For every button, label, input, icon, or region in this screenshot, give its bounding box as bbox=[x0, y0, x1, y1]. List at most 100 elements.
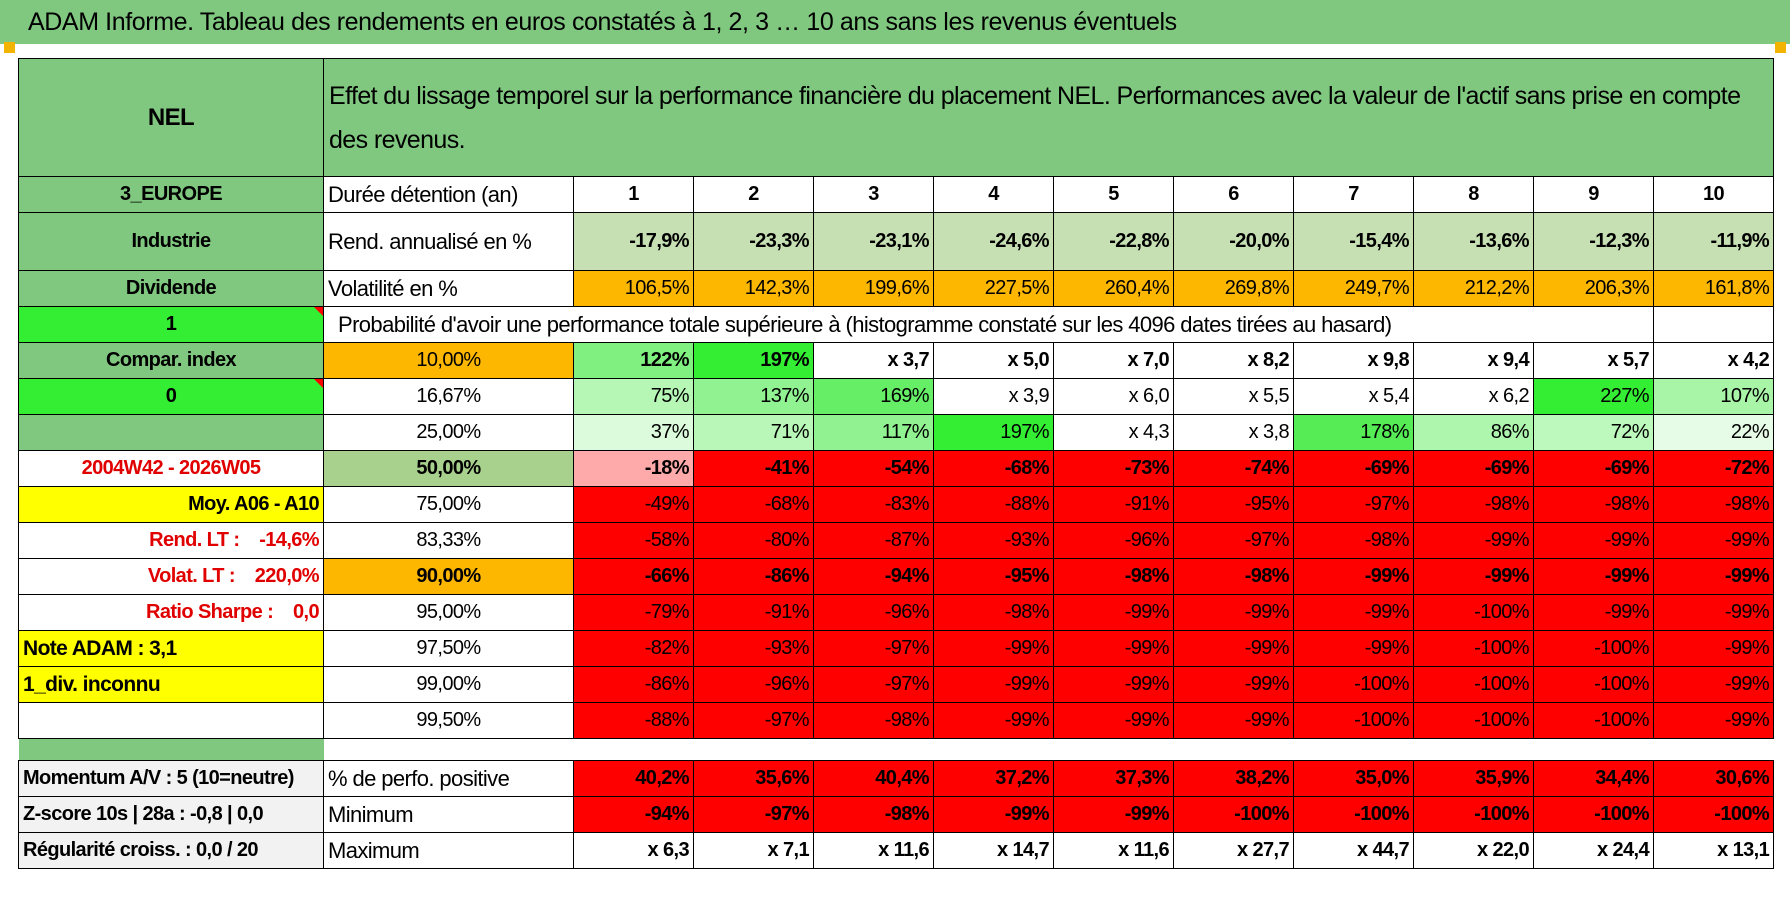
positive-cell: 37,3% bbox=[1053, 760, 1174, 797]
quantile-cell: x 6,2 bbox=[1413, 378, 1534, 415]
positive-label: % de perfo. positive bbox=[323, 760, 574, 797]
quantile-cell: -100% bbox=[1533, 702, 1654, 739]
maximum-cell: x 11,6 bbox=[1053, 832, 1174, 869]
rend-cell: -23,1% bbox=[813, 212, 934, 271]
duration-cell: 4 bbox=[933, 176, 1054, 213]
quantile-cell: -83% bbox=[813, 486, 934, 523]
quantile-cell: -99% bbox=[933, 702, 1054, 739]
maximum-cell: x 14,7 bbox=[933, 832, 1054, 869]
duration-label: Durée détention (an) bbox=[323, 176, 574, 213]
quantile-cell: -97% bbox=[813, 666, 934, 703]
quantile-cell: -74% bbox=[1173, 450, 1294, 487]
quantile-label: 83,33% bbox=[323, 522, 574, 559]
duration-cell: 10 bbox=[1652, 176, 1775, 213]
div-status: 1_div. inconnu bbox=[18, 666, 324, 703]
quantile-cell: -86% bbox=[573, 666, 694, 703]
quantile-label: 99,00% bbox=[323, 666, 574, 703]
duration-cell: 5 bbox=[1053, 176, 1174, 213]
quantile-cell: -99% bbox=[1293, 630, 1414, 667]
quantile-cell: -99% bbox=[1652, 702, 1775, 739]
flag-value: 1 bbox=[165, 313, 177, 335]
quantile-cell: x 3,9 bbox=[933, 378, 1054, 415]
positive-cell: 30,6% bbox=[1652, 760, 1775, 797]
flag-value: 0 bbox=[165, 385, 177, 407]
quantile-label: 99,50% bbox=[323, 702, 574, 739]
quantile-cell: 137% bbox=[693, 378, 814, 415]
rend-cell: -20,0% bbox=[1173, 212, 1294, 271]
corner-marker bbox=[4, 42, 15, 53]
quantile-cell: x 8,2 bbox=[1173, 342, 1294, 379]
empty-cell bbox=[18, 702, 324, 739]
quantile-label: 10,00% bbox=[323, 342, 574, 379]
comment-marker-icon bbox=[314, 307, 323, 316]
volat-cell: 161,8% bbox=[1652, 270, 1775, 307]
quantile-cell: -54% bbox=[813, 450, 934, 487]
quantile-cell: -80% bbox=[693, 522, 814, 559]
quantile-cell: -79% bbox=[573, 594, 694, 631]
volat-cell: 206,3% bbox=[1533, 270, 1654, 307]
quantile-cell: -69% bbox=[1533, 450, 1654, 487]
quantile-cell: -98% bbox=[1053, 558, 1174, 595]
quantile-cell: -99% bbox=[1173, 594, 1294, 631]
quantile-cell: 86% bbox=[1413, 414, 1534, 451]
quantile-cell: x 4,3 bbox=[1053, 414, 1174, 451]
rend-cell: -11,9% bbox=[1652, 212, 1775, 271]
minimum-label: Minimum bbox=[323, 796, 574, 833]
quantile-cell: -68% bbox=[933, 450, 1054, 487]
maximum-cell: x 6,3 bbox=[573, 832, 694, 869]
quantile-cell: -98% bbox=[813, 702, 934, 739]
quantile-cell: -93% bbox=[933, 522, 1054, 559]
moy-label: Moy. A06 - A10 bbox=[18, 486, 324, 523]
quantile-cell: 75% bbox=[573, 378, 694, 415]
quantile-cell: -99% bbox=[1293, 558, 1414, 595]
duration-cell: 2 bbox=[693, 176, 814, 213]
quantile-cell: 71% bbox=[693, 414, 814, 451]
quantile-cell: -100% bbox=[1533, 666, 1654, 703]
quantile-cell: -96% bbox=[1053, 522, 1174, 559]
quantile-cell: x 5,7 bbox=[1533, 342, 1654, 379]
spacer-cell bbox=[18, 738, 324, 761]
quantile-cell: -41% bbox=[693, 450, 814, 487]
quantile-cell: 22% bbox=[1652, 414, 1775, 451]
zscore-label: Z-score 10s | 28a : -0,8 | 0,0 bbox=[18, 796, 324, 833]
quantile-cell: 37% bbox=[573, 414, 694, 451]
quantile-label: 25,00% bbox=[323, 414, 574, 451]
positive-cell: 35,0% bbox=[1293, 760, 1414, 797]
quantile-cell: -99% bbox=[1652, 522, 1775, 559]
quantile-cell: 72% bbox=[1533, 414, 1654, 451]
quantile-cell: -100% bbox=[1413, 630, 1534, 667]
duration-cell: 6 bbox=[1173, 176, 1294, 213]
quantile-cell: -95% bbox=[1173, 486, 1294, 523]
rend-lt-label: Rend. LT : -14,6% bbox=[18, 522, 324, 559]
quantile-cell: -99% bbox=[1533, 558, 1654, 595]
quantile-cell: -99% bbox=[1652, 558, 1775, 595]
quantile-cell: -87% bbox=[813, 522, 934, 559]
quantile-cell: 122% bbox=[573, 342, 694, 379]
quantile-cell: -18% bbox=[573, 450, 694, 487]
quantile-label: 75,00% bbox=[323, 486, 574, 523]
minimum-cell: -94% bbox=[573, 796, 694, 833]
quantile-cell: -100% bbox=[1533, 630, 1654, 667]
quantile-cell: -99% bbox=[1053, 594, 1174, 631]
positive-cell: 35,6% bbox=[693, 760, 814, 797]
positive-cell: 37,2% bbox=[933, 760, 1054, 797]
quantile-cell: 107% bbox=[1652, 378, 1775, 415]
quantile-cell: -73% bbox=[1053, 450, 1174, 487]
maximum-cell: x 22,0 bbox=[1413, 832, 1534, 869]
quantile-cell: -49% bbox=[573, 486, 694, 523]
rend-label: Rend. annualisé en % bbox=[323, 212, 574, 271]
quantile-cell: -99% bbox=[1652, 630, 1775, 667]
minimum-cell: -100% bbox=[1293, 796, 1414, 833]
quantile-cell: 117% bbox=[813, 414, 934, 451]
flag-cell: 1 bbox=[18, 306, 324, 343]
maximum-cell: x 11,6 bbox=[813, 832, 934, 869]
quantile-cell: -66% bbox=[573, 558, 694, 595]
quantile-cell: -99% bbox=[1413, 558, 1534, 595]
quantile-cell: -97% bbox=[1173, 522, 1294, 559]
sharpe-label: Ratio Sharpe : 0,0 bbox=[18, 594, 324, 631]
quantile-cell: 178% bbox=[1293, 414, 1414, 451]
quantile-cell: -100% bbox=[1293, 666, 1414, 703]
duration-cell: 8 bbox=[1413, 176, 1534, 213]
quantile-cell: -98% bbox=[1533, 486, 1654, 523]
volat-cell: 227,5% bbox=[933, 270, 1054, 307]
